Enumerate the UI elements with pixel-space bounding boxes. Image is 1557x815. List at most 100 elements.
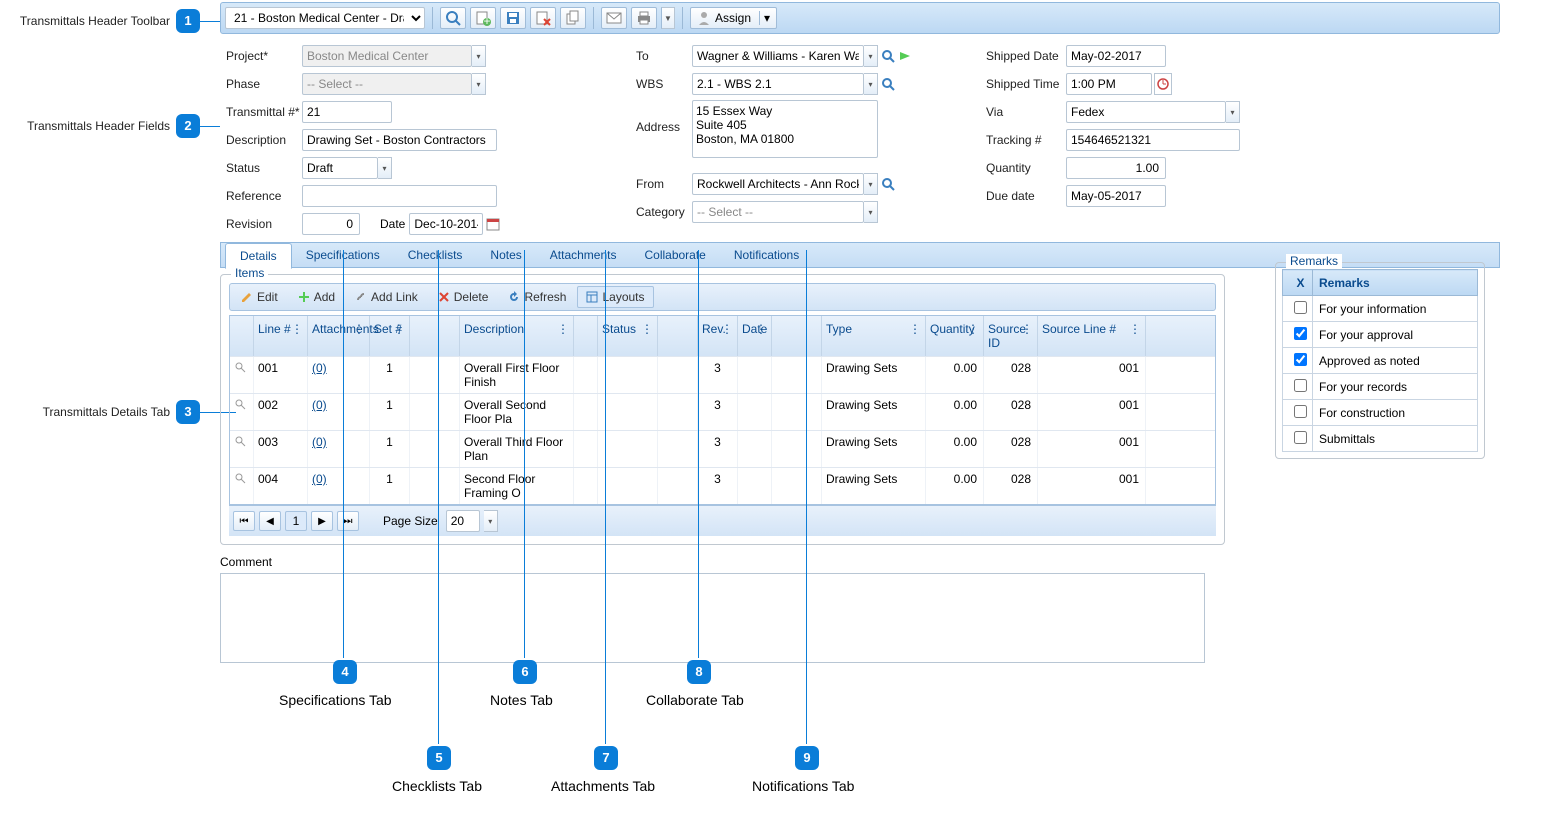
quantity-input[interactable] [1066,157,1166,179]
col-header[interactable] [772,316,822,356]
description-input[interactable] [302,129,497,151]
remark-checkbox[interactable] [1294,431,1307,444]
wbs-search-icon[interactable] [880,76,896,92]
edit-button[interactable]: Edit [232,286,287,308]
attachment-link[interactable]: (0) [312,361,327,375]
table-row[interactable]: 004(0)1Second Floor Framing O3Drawing Se… [230,467,1215,504]
search-icon[interactable] [440,7,466,29]
col-header[interactable]: Rev.⋮ [698,316,738,356]
pager-page: 1 [285,511,307,531]
lbl-via: Via [986,105,1066,119]
pagesize-dropdown[interactable]: ▾ [484,510,498,532]
tab-collaborate[interactable]: Collaborate [630,243,719,267]
table-row[interactable]: 001(0)1Overall First Floor Finish3Drawin… [230,356,1215,393]
transmittal-input[interactable] [302,101,392,123]
due-input[interactable] [1066,185,1166,207]
addlink-button[interactable]: Add Link [346,286,427,308]
status-input[interactable] [302,157,378,179]
shipped-date-input[interactable] [1066,45,1166,67]
items-grid: Line #⋮Attachments⋮Set #⋮ Description⋮ Sta… [229,315,1216,505]
status-dropdown[interactable]: ▾ [378,157,392,179]
svg-text:+: + [483,14,490,26]
lbl-pagesize: Page Size [383,514,438,528]
print-icon[interactable] [631,7,657,29]
remark-checkbox[interactable] [1294,405,1307,418]
col-header[interactable]: Type⋮ [822,316,926,356]
col-header[interactable] [230,316,254,356]
table-row[interactable]: 003(0)1Overall Third Floor Plan3Drawing … [230,430,1215,467]
col-header[interactable]: Status⋮ [598,316,658,356]
pagesize-input[interactable] [446,510,480,532]
project-dropdown[interactable]: ▾ [472,45,486,67]
delete-button[interactable]: Delete [429,286,498,308]
tracking-input[interactable] [1066,129,1240,151]
email-icon[interactable] [601,7,627,29]
attachment-link[interactable]: (0) [312,398,327,412]
revision-input[interactable] [302,213,360,235]
from-dropdown[interactable]: ▾ [864,173,878,195]
tab-attachments[interactable]: Attachments [536,243,631,267]
comment-textarea[interactable] [220,573,1205,663]
from-input[interactable] [692,173,864,195]
date-input[interactable] [409,213,483,235]
col-header[interactable] [410,316,460,356]
remark-checkbox[interactable] [1294,353,1307,366]
to-search-icon[interactable] [880,48,896,64]
calendar-icon[interactable] [485,216,501,232]
col-header[interactable]: Source Line #⋮ [1038,316,1146,356]
reference-input[interactable] [302,185,497,207]
callout-attach: Attachments Tab [551,778,655,794]
table-row[interactable]: 002(0)1Overall Second Floor Pla3Drawing … [230,393,1215,430]
via-input[interactable] [1066,101,1226,123]
shipped-time-input[interactable] [1066,73,1152,95]
col-header[interactable]: Date⋮ [738,316,772,356]
pager-next[interactable]: ▶ [311,511,333,531]
phase-dropdown[interactable]: ▾ [472,73,486,95]
lbl-shipped-time: Shipped Time [986,77,1066,91]
to-go-icon[interactable] [898,48,914,64]
col-header[interactable] [658,316,698,356]
add-button[interactable]: Add [289,286,344,308]
remark-checkbox[interactable] [1294,327,1307,340]
to-input[interactable] [692,45,864,67]
print-dropdown[interactable]: ▼ [661,7,675,29]
via-dropdown[interactable]: ▾ [1226,101,1240,123]
tab-notifications[interactable]: Notifications [720,243,813,267]
attachment-link[interactable]: (0) [312,435,327,449]
record-selector[interactable]: 21 - Boston Medical Center - Dra [225,7,425,29]
attachment-link[interactable]: (0) [312,472,327,486]
remark-checkbox[interactable] [1294,379,1307,392]
col-header[interactable]: Quantity⋮ [926,316,984,356]
from-search-icon[interactable] [880,176,896,192]
new-icon[interactable]: + [470,7,496,29]
col-header[interactable]: Attachments⋮ [308,316,370,356]
to-dropdown[interactable]: ▾ [864,45,878,67]
col-header[interactable]: Line #⋮ [254,316,308,356]
clock-icon[interactable] [1154,73,1172,95]
assign-dropdown[interactable]: ▾ [759,11,770,25]
remark-checkbox[interactable] [1294,301,1307,314]
col-header[interactable]: Source ID⋮ [984,316,1038,356]
tab-checklists[interactable]: Checklists [394,243,477,267]
pager-first[interactable]: ⏮ [233,511,255,531]
col-header[interactable] [574,316,598,356]
address-input[interactable] [692,100,878,158]
pager-last[interactable]: ⏭ [337,511,359,531]
category-input[interactable] [692,201,864,223]
wbs-dropdown[interactable]: ▾ [864,73,878,95]
copy-icon[interactable] [560,7,586,29]
category-dropdown[interactable]: ▾ [864,201,878,223]
delete-icon[interactable] [530,7,556,29]
pager-prev[interactable]: ◀ [259,511,281,531]
lbl-quantity: Quantity [986,161,1066,175]
lbl-reference: Reference [226,189,302,203]
row-icon [234,361,248,375]
refresh-button[interactable]: Refresh [499,286,575,308]
wbs-input[interactable] [692,73,864,95]
assign-button[interactable]: Assign ▾ [690,7,777,29]
tab-notes[interactable]: Notes [476,243,535,267]
col-header[interactable]: Set #⋮ [370,316,410,356]
layouts-button[interactable]: Layouts [577,286,653,308]
save-icon[interactable] [500,7,526,29]
col-header[interactable]: Description⋮ [460,316,574,356]
